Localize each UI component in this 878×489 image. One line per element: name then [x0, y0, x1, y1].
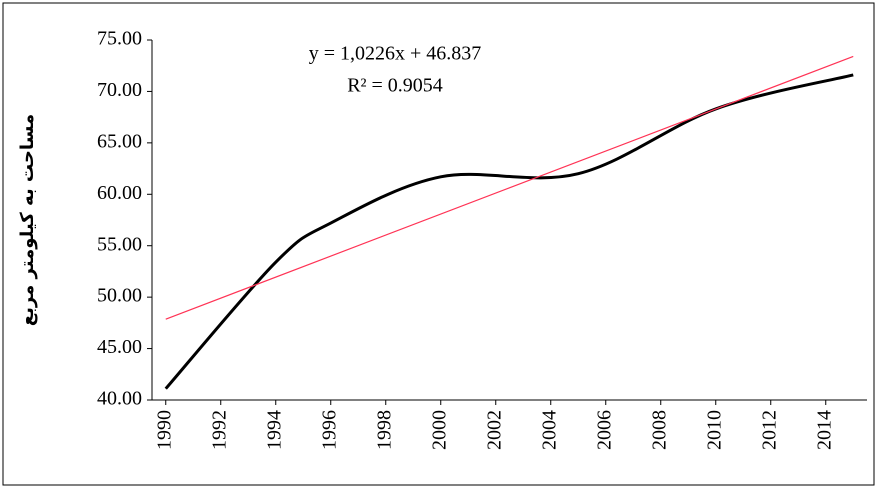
x-tick-label: 1992 — [208, 410, 230, 450]
x-tick-label: 1994 — [263, 410, 285, 450]
r-squared: R² = 0.9054 — [347, 75, 443, 97]
x-tick-label: 1996 — [318, 410, 340, 450]
x-tick-label: 1990 — [153, 410, 175, 450]
x-tick-label: 2000 — [428, 410, 450, 450]
y-tick-label: 55.00 — [97, 233, 142, 255]
x-tick-label: 2008 — [648, 410, 670, 450]
x-tick-label: 2004 — [538, 410, 560, 450]
y-tick-label: 45.00 — [97, 336, 142, 358]
y-tick-label: 70.00 — [97, 79, 142, 101]
x-tick-label: 2010 — [703, 410, 725, 450]
y-tick-label: 75.00 — [97, 28, 142, 50]
equation: y = 1,0226x + 46.837 — [309, 43, 482, 65]
x-tick-label: 2014 — [813, 410, 835, 450]
y-tick-label: 60.00 — [97, 182, 142, 204]
x-tick-label: 2002 — [483, 410, 505, 450]
y-tick-label: 65.00 — [97, 130, 142, 152]
y-tick-label: 40.00 — [97, 388, 142, 410]
x-tick-label: 2012 — [758, 410, 780, 450]
x-tick-label: 2006 — [593, 410, 615, 450]
y-axis-label: مساحت به کیلومتر مربع — [17, 114, 38, 326]
x-tick-label: 1998 — [373, 410, 395, 450]
y-tick-label: 50.00 — [97, 285, 142, 307]
series-line — [165, 55, 854, 320]
